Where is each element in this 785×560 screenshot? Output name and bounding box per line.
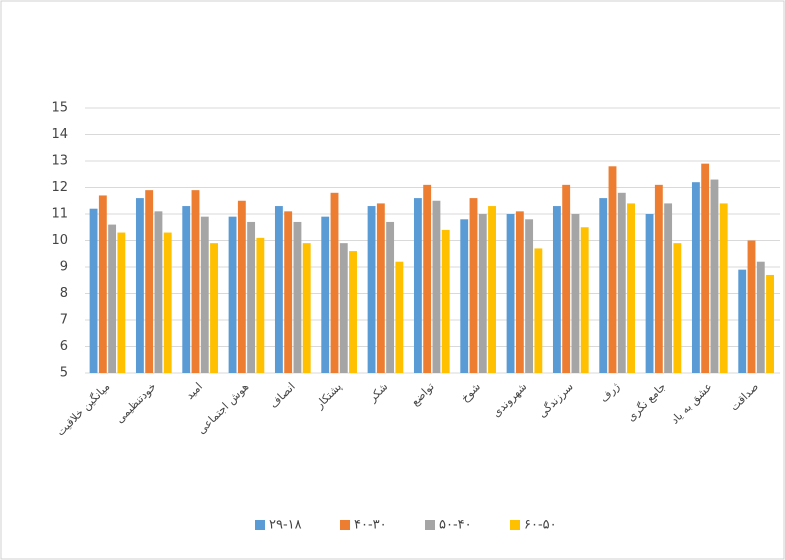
y-tick-label: 15 [51,101,68,116]
bar [488,206,496,373]
legend-label: ۶۰-۵۰ [524,518,557,533]
y-tick-label: 7 [60,313,68,328]
bar [99,195,107,373]
legend-label: ۵۰-۴۰ [439,518,472,533]
bar [460,219,468,373]
bar [340,243,348,373]
bar [562,185,570,373]
y-tick-label: 9 [60,260,68,275]
bar [627,203,635,373]
chart: 56789101112131415میانگین خلاقیتخودتنظیمی… [0,0,785,560]
bar [766,275,774,373]
bar [433,201,441,373]
legend-label: ۲۹-۱۸ [269,518,302,533]
bar [748,241,756,374]
bar [108,225,116,373]
y-tick-label: 12 [51,180,68,195]
legend-swatch [255,520,265,530]
bar [701,164,709,373]
bar [646,214,654,373]
bar [164,233,172,373]
bar [673,243,681,373]
y-tick-label: 11 [51,207,68,222]
bar [284,211,292,373]
bar [349,251,357,373]
bar [525,219,533,373]
bar [155,211,163,373]
legend-swatch [425,520,435,530]
bar [331,193,339,373]
bar [757,262,765,373]
bar [516,211,524,373]
bar [618,193,626,373]
bar [321,217,329,373]
bar [117,233,125,373]
y-tick-label: 14 [51,127,68,142]
bar [377,203,385,373]
bar [256,238,264,373]
y-tick-label: 10 [51,233,68,248]
bar [664,203,672,373]
bar [711,180,719,373]
page: 56789101112131415میانگین خلاقیتخودتنظیمی… [0,0,785,560]
bar [238,201,246,373]
legend-swatch [510,520,520,530]
bar [368,206,376,373]
bar [145,190,153,373]
bar [182,206,190,373]
bar [581,227,589,373]
bar [479,214,487,373]
bar [423,185,431,373]
bar [534,248,542,373]
y-tick-label: 6 [60,339,68,354]
bar [136,198,144,373]
bar [738,270,746,373]
bar [553,206,561,373]
bar [692,182,700,373]
bar [599,198,607,373]
bar [90,209,98,373]
y-tick-label: 5 [60,366,68,381]
bar [395,262,403,373]
legend-swatch [340,520,350,530]
bar [247,222,255,373]
bar [210,243,218,373]
legend-label: ۴۰-۳۰ [354,518,387,533]
bar [414,198,422,373]
y-tick-label: 13 [51,154,68,169]
bar [192,190,200,373]
bar [229,217,237,373]
bar [386,222,394,373]
bar [275,206,283,373]
bar [507,214,515,373]
bar [720,203,728,373]
bar [442,230,450,373]
bar [572,214,580,373]
bar [294,222,302,373]
y-tick-label: 8 [60,286,68,301]
bar [609,166,617,373]
bar [655,185,663,373]
bar [303,243,311,373]
bar [470,198,478,373]
bar [201,217,209,373]
